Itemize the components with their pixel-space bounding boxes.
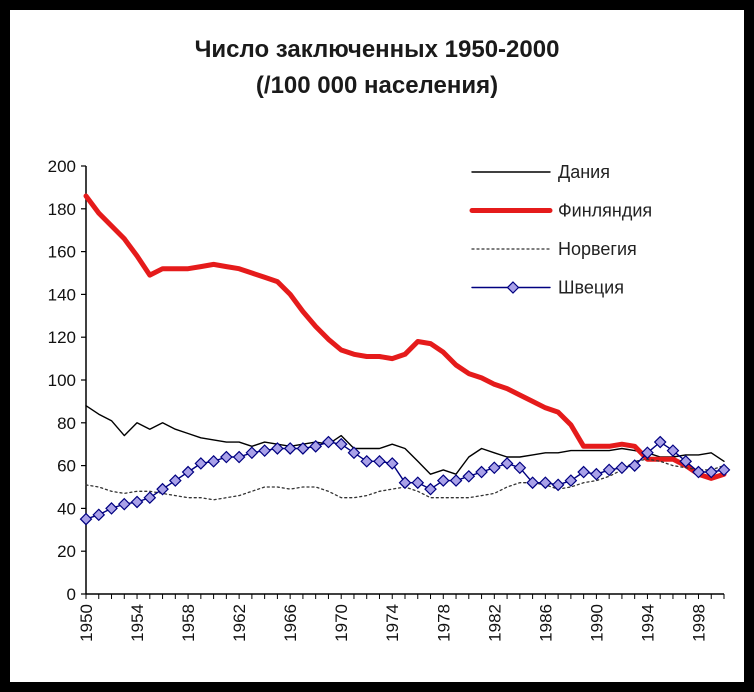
series-line-2 [83,193,727,481]
series-marker-4 [232,450,246,464]
series-line-1 [85,405,725,475]
x-tick-label: 1954 [128,604,147,642]
series-marker-4 [347,446,361,460]
series-marker-4 [577,465,590,479]
series-marker-4 [283,442,297,455]
series-marker-4 [92,508,106,522]
x-tick-label: 1994 [638,604,657,642]
series-marker-4 [398,476,412,490]
x-tick-label: 1978 [434,604,453,642]
legend-label-3: Норвегия [558,239,637,259]
y-tick-label: 80 [57,414,76,433]
y-tick-label: 140 [48,285,76,304]
y-tick-label: 0 [67,585,76,604]
series-marker-4 [105,502,118,515]
x-tick-label: 1998 [689,604,708,642]
series-marker-4 [500,457,514,470]
chart-title-block: Число заключенных 1950-2000 (/100 000 на… [10,32,744,104]
x-tick-label: 1974 [383,604,402,642]
series-marker-4 [564,474,578,487]
y-tick-label: 160 [48,243,76,262]
series-marker-4 [373,454,386,468]
y-tick-label: 120 [48,328,76,347]
series-marker-4 [411,476,425,490]
legend-label-4: Швеция [558,278,624,298]
series-marker-4 [296,442,310,455]
series-marker-4 [168,474,182,487]
x-tick-label: 1970 [332,604,351,642]
series-marker-4 [641,446,654,460]
series-marker-4 [513,461,527,475]
chart-subtitle: (/100 000 населения) [255,72,499,99]
series-marker-4 [334,437,348,451]
y-tick-label: 200 [48,157,76,176]
series-marker-4 [194,457,208,470]
x-tick-label: 1990 [587,604,606,642]
series-marker-4 [704,465,718,479]
series-marker-4 [628,459,642,472]
series-marker-4 [436,474,450,487]
series-marker-4 [207,454,220,468]
series-marker-4 [717,463,731,477]
series-marker-4 [462,469,476,483]
x-tick-label: 1966 [281,604,300,642]
series-marker-4 [424,482,437,496]
legend-marker-4 [506,281,520,294]
series-marker-4 [475,465,488,479]
series-marker-4 [653,435,667,449]
series-marker-4 [258,444,271,457]
series-marker-4 [679,454,693,468]
y-tick-label: 40 [57,499,76,518]
series-marker-4 [117,497,131,511]
series-marker-4 [602,463,616,477]
series-marker-4 [309,439,323,453]
x-tick-label: 1982 [485,604,504,642]
chart-title: Число заключенных 1950-2000 [194,36,560,63]
series-marker-4 [322,435,335,449]
series-marker-4 [615,461,629,475]
x-tick-label: 1986 [536,604,555,642]
y-tick-label: 60 [57,457,76,476]
series-marker-4 [271,442,284,455]
y-tick-label: 100 [48,371,76,390]
legend-label-1: Дания [558,162,610,182]
series-marker-4 [526,476,539,490]
y-tick-label: 20 [57,542,76,561]
series-marker-4 [79,512,93,526]
series-marker-4 [130,495,144,509]
series-marker-4 [539,476,552,490]
series-marker-4 [220,450,233,464]
legend-label-2: Финляндия [558,201,652,221]
series-marker-4 [181,465,195,479]
chart-frame: Число заключенных 1950-2000 (/100 000 на… [10,10,744,682]
series-marker-4 [360,454,374,468]
x-tick-label: 1962 [230,604,249,642]
series-marker-4 [156,482,169,496]
x-tick-label: 1950 [77,604,96,642]
series-marker-4 [487,461,501,475]
series-marker-4 [385,457,399,470]
y-tick-label: 180 [48,200,76,219]
series-marker-4 [590,467,603,481]
series-marker-4 [551,478,565,492]
series-marker-4 [245,446,259,460]
series-marker-4 [449,474,463,487]
x-tick-label: 1958 [179,604,198,642]
series-marker-4 [692,465,705,479]
series-marker-4 [666,444,680,457]
series-marker-4 [143,491,157,505]
